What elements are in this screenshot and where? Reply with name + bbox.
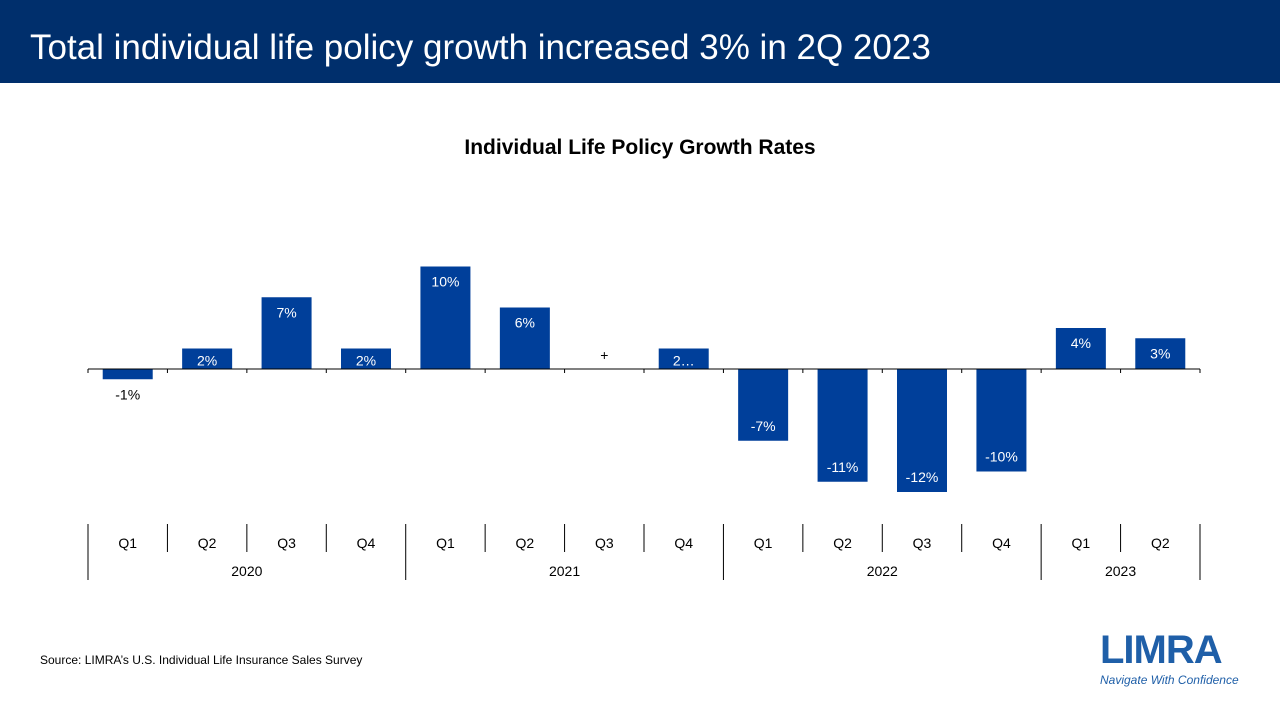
data-label: 3% bbox=[1150, 345, 1170, 361]
data-label: 10% bbox=[431, 274, 459, 290]
bar bbox=[499, 307, 550, 369]
data-label: + bbox=[600, 347, 608, 363]
bar bbox=[341, 348, 391, 369]
data-label: 2% bbox=[197, 353, 217, 369]
x-tick-label: Q2 bbox=[1151, 535, 1170, 551]
bar bbox=[738, 369, 789, 441]
bar bbox=[182, 348, 233, 369]
x-tick-label: Q2 bbox=[198, 535, 217, 551]
bar bbox=[1055, 328, 1106, 369]
x-tick-label: Q3 bbox=[595, 535, 614, 551]
data-label: -12% bbox=[906, 469, 939, 485]
x-tick-label: Q3 bbox=[277, 535, 296, 551]
source-note: Source: LIMRA’s U.S. Individual Life Ins… bbox=[40, 653, 363, 667]
bar bbox=[897, 369, 947, 492]
x-tick-label: Q1 bbox=[1072, 535, 1091, 551]
x-tick-label: Q2 bbox=[516, 535, 535, 551]
bar bbox=[261, 297, 312, 369]
data-label: 2% bbox=[356, 353, 376, 369]
page-title: Total individual life policy growth incr… bbox=[30, 28, 931, 67]
logo-tagline: Navigate With Confidence bbox=[1100, 673, 1239, 687]
group-label: 2022 bbox=[867, 563, 898, 579]
bar bbox=[1135, 338, 1186, 369]
group-label: 2020 bbox=[231, 563, 262, 579]
group-label: 2021 bbox=[549, 563, 580, 579]
bar bbox=[658, 348, 709, 369]
data-label: 6% bbox=[515, 315, 535, 331]
x-tick-label: Q4 bbox=[357, 535, 376, 551]
data-label: -1% bbox=[115, 386, 140, 402]
data-label: -11% bbox=[827, 459, 859, 475]
bar bbox=[976, 369, 1027, 472]
limra-logo: LIMRA Navigate With Confidence bbox=[1096, 628, 1246, 692]
logo-wordmark: LIMRA bbox=[1100, 628, 1223, 672]
x-tick-label: Q1 bbox=[754, 535, 773, 551]
x-tick-label: Q4 bbox=[674, 535, 693, 551]
x-tick-label: Q1 bbox=[118, 535, 137, 551]
bar bbox=[420, 266, 471, 369]
data-label: 4% bbox=[1071, 335, 1091, 351]
x-tick-label: Q1 bbox=[436, 535, 455, 551]
data-label: 7% bbox=[276, 304, 296, 320]
bar bbox=[102, 369, 153, 380]
chart-title: Individual Life Policy Growth Rates bbox=[464, 136, 815, 159]
x-tick-label: Q2 bbox=[833, 535, 852, 551]
group-label: 2023 bbox=[1105, 563, 1136, 579]
data-label: 2… bbox=[673, 353, 695, 369]
data-label: -7% bbox=[751, 418, 776, 434]
x-tick-label: Q4 bbox=[992, 535, 1011, 551]
x-tick-label: Q3 bbox=[913, 535, 932, 551]
bar bbox=[817, 369, 868, 482]
header-bar: Total individual life policy growth incr… bbox=[0, 0, 1280, 83]
data-label: -10% bbox=[985, 449, 1018, 465]
